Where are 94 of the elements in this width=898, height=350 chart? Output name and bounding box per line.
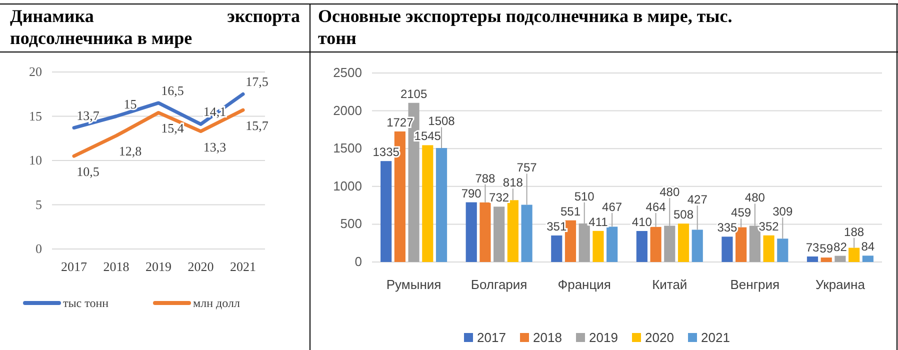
bar [466, 202, 477, 262]
bar [564, 220, 576, 262]
data-label: 1545 [414, 129, 442, 144]
x-tick-label: 2019 [146, 259, 172, 274]
data-label: 790 [461, 186, 482, 200]
bar [834, 256, 846, 262]
x-tick-label: 2018 [103, 259, 130, 274]
data-label: 335 [717, 220, 738, 235]
data-label: 12,8 [118, 144, 142, 159]
bar [862, 256, 874, 262]
data-label: 818 [502, 176, 524, 190]
y-tick-label: 1500 [333, 140, 362, 156]
line-series [72, 108, 245, 158]
data-label: 73 [806, 240, 820, 254]
y-tick-label: 15 [29, 108, 42, 124]
legend-label: 2020 [645, 330, 674, 345]
bar [636, 231, 648, 262]
x-tick-label: Франция [558, 277, 611, 292]
legend-label: 2021 [701, 330, 730, 345]
data-label: 551 [560, 204, 581, 218]
x-tick-label: Венгрия [730, 277, 780, 292]
bar [592, 230, 604, 262]
chart-title: Основные экспортеры подсолнечника в мире, тыс. тонн [318, 6, 732, 48]
data-label: 352 [758, 219, 780, 234]
bar [436, 148, 448, 262]
data-label: 15 [124, 96, 137, 112]
x-tick-label: Украина [815, 277, 866, 292]
data-label: 757 [516, 160, 538, 175]
bar [422, 145, 434, 262]
y-tick-label: 2000 [333, 102, 362, 118]
data-label: 309 [772, 204, 793, 218]
data-label: 188 [844, 224, 864, 239]
y-tick-label: 20 [29, 64, 42, 79]
data-label: 411 [588, 214, 608, 229]
data-label: 467 [602, 200, 622, 214]
data-label: 13,7 [76, 108, 100, 123]
x-tick-label: 2020 [188, 259, 214, 274]
bar [722, 236, 733, 262]
y-tick-label: 10 [29, 152, 42, 168]
bar [736, 227, 747, 262]
legend-label: 2018 [533, 330, 562, 345]
bar [848, 248, 860, 262]
y-tick-label: 5 [36, 196, 42, 212]
data-label: 84 [861, 240, 875, 254]
data-label: 508 [673, 208, 694, 222]
x-tick-label: Румыния [386, 277, 442, 292]
bar [777, 238, 788, 262]
bar [380, 161, 392, 262]
y-tick-label: 0 [354, 254, 362, 269]
bar [480, 202, 491, 262]
data-label: 59 [820, 242, 834, 256]
x-tick-label: 2021 [230, 259, 256, 274]
x-tick-label: 2017 [61, 259, 88, 274]
bar [806, 256, 818, 262]
bar [521, 204, 532, 262]
data-label: 410 [632, 215, 652, 230]
data-label: 480 [744, 190, 766, 205]
bar [650, 226, 662, 262]
data-label: 2105 [400, 86, 428, 101]
data-label: 459 [731, 206, 752, 220]
chart-title: Динамика экспорта подсолнечника в мире [10, 6, 300, 48]
bar [494, 206, 505, 262]
data-label: 510 [574, 189, 595, 204]
y-tick-label: 0 [36, 241, 42, 256]
data-label: 15,4 [161, 120, 184, 136]
data-label: 15,7 [246, 118, 269, 134]
x-tick-label: Болгария [470, 277, 528, 292]
bar [678, 224, 690, 262]
data-label: 82 [834, 240, 848, 254]
y-tick-label: 2500 [333, 65, 362, 80]
data-label: 1508 [428, 114, 456, 128]
bar [692, 230, 703, 262]
data-label: 788 [475, 171, 496, 186]
bar [606, 226, 618, 262]
legend-label: млн долл [193, 296, 240, 310]
data-label: 1727 [386, 115, 414, 130]
data-label: 13,3 [203, 139, 226, 154]
data-label: 732 [489, 190, 510, 205]
bar [507, 200, 518, 262]
bar [763, 235, 774, 262]
bar [820, 258, 832, 262]
y-tick-label: 1000 [333, 178, 362, 194]
data-label: 480 [660, 185, 680, 200]
y-tick-label: 500 [340, 216, 362, 232]
legend-label: 2019 [589, 330, 618, 345]
data-label: 464 [646, 200, 666, 214]
legend-label: 2017 [477, 330, 506, 345]
bar [551, 235, 562, 262]
data-label: 10,5 [76, 164, 100, 180]
data-label: 16,5 [161, 82, 184, 98]
data-label: 427 [687, 192, 708, 207]
x-tick-label: Китай [652, 277, 688, 292]
legend-label: тыс тонн [63, 296, 110, 310]
data-label: 17,5 [246, 74, 268, 90]
